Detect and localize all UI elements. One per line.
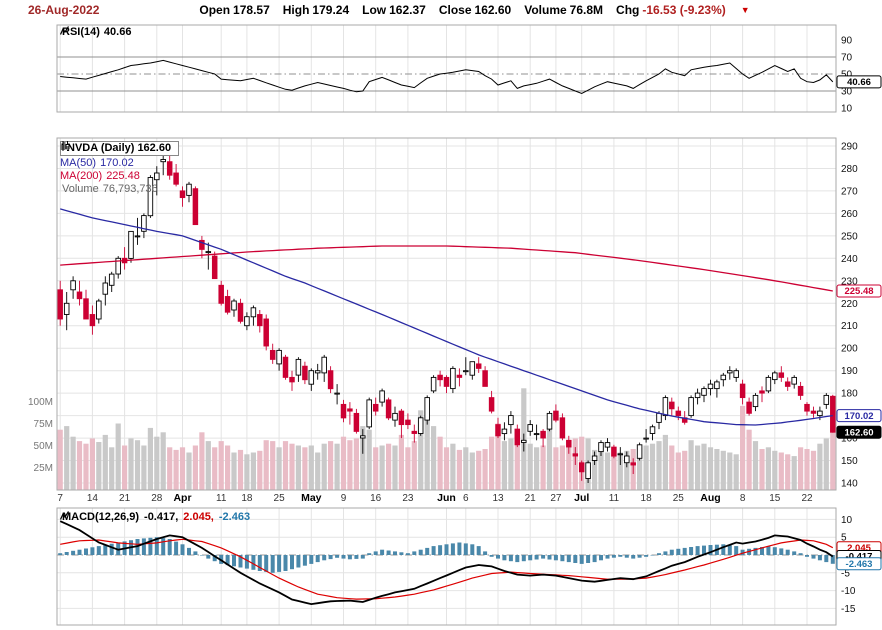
svg-text:-0.417: -0.417 [846,552,873,563]
svg-text:200: 200 [841,344,858,355]
svg-text:21: 21 [119,493,131,504]
svg-text:25M: 25M [34,463,53,474]
volume-legend: Volume 76,793,736 [60,142,179,196]
quote-change: Chg -16.53 (-9.23%) [616,3,726,17]
svg-text:190: 190 [841,366,858,377]
svg-text:27: 27 [550,493,562,504]
svg-text:270: 270 [841,186,858,197]
symbol-name: NVDA (Daily) [67,142,135,154]
svg-text:162.60: 162.60 [844,427,873,438]
svg-text:-15: -15 [841,604,856,615]
svg-text:75M: 75M [34,419,53,430]
svg-text:25: 25 [673,493,685,504]
svg-text:22: 22 [801,493,813,504]
svg-text:10: 10 [841,104,853,115]
svg-text:13: 13 [492,493,504,504]
svg-text:18: 18 [641,493,653,504]
symbol-title: NVDA (Daily) 162.60 [60,141,180,156]
svg-text:9: 9 [341,493,347,504]
svg-text:11: 11 [609,493,620,504]
value-badges: 40.66 225.48 170.02 162.60 2.045-0.417-2.463 [836,75,882,571]
quote-high: High 179.24 [282,3,350,17]
ma50-legend: MA(50) 170.02 [60,157,134,169]
macd-legend: MACD(12,26,9) -0.417, 2.045, -2.463 [60,511,255,524]
macd-signal-value: 2.045, [183,511,214,523]
svg-text:50: 50 [841,70,853,81]
svg-text:180: 180 [841,389,858,400]
svg-text:6: 6 [463,493,469,504]
svg-text:260: 260 [841,209,858,220]
rsi-label: RSI(14) [62,26,100,38]
svg-text:Jun: Jun [437,492,456,504]
svg-text:290: 290 [841,142,858,153]
svg-text:40.66: 40.66 [847,77,871,88]
svg-text:240: 240 [841,254,858,265]
quote-open: Open 178.57 [199,3,270,17]
svg-text:2.045: 2.045 [847,543,871,554]
svg-text:100M: 100M [28,397,53,408]
svg-text:150: 150 [841,456,858,467]
svg-text:10: 10 [841,515,853,526]
svg-text:70: 70 [841,53,853,64]
svg-text:8: 8 [740,493,746,504]
svg-text:-10: -10 [841,586,856,597]
main-legend: NVDA (Daily) 162.60 MA(50) 170.02 MA(200) 2… [60,141,180,196]
rsi-panel: 90 70 50 30 10 [56,24,853,115]
svg-text:21: 21 [525,493,537,504]
macd-value: -0.417, [144,511,179,523]
svg-text:-5: -5 [841,568,850,579]
candlesticks [57,148,836,483]
ma-lines [60,208,833,426]
svg-text:-2.463: -2.463 [846,559,873,570]
quote-volume: Volume 76.8M [524,3,604,17]
rsi-legend: RSI(14) 40.66 [60,26,135,39]
macd-axis: 1050-5-10-15 [56,507,856,626]
svg-text:220: 220 [841,299,858,310]
svg-text:160: 160 [841,434,858,445]
macd-hist-value: -2.463 [218,511,251,523]
svg-text:23: 23 [402,493,414,504]
svg-text:170.02: 170.02 [844,411,873,422]
svg-text:May: May [301,492,322,504]
svg-text:28: 28 [151,493,163,504]
svg-text:210: 210 [841,321,858,332]
svg-text:25: 25 [274,493,286,504]
svg-text:230: 230 [841,276,858,287]
svg-text:Apr: Apr [173,492,191,504]
svg-text:30: 30 [841,87,853,98]
svg-text:Jul: Jul [574,492,589,504]
svg-text:250: 250 [841,231,858,242]
svg-text:Aug: Aug [700,492,720,504]
x-axis-labels: 7 14 21 28 Apr 11 18 25 May 9 16 23 Jun 6 13 21 27 Jul 11 1… [57,492,813,504]
macd-panel [57,518,836,609]
svg-text:16: 16 [370,493,382,504]
svg-text:90: 90 [841,36,853,47]
chart-date: 26-Aug-2022 [28,3,100,17]
macd-lines [59,520,834,606]
dropdown-arrow-icon[interactable]: ▼ [740,5,750,15]
quote-low: Low 162.37 [362,3,426,17]
ma200-legend: MA(200) 225.48 [60,170,140,182]
svg-text:18: 18 [241,493,253,504]
svg-text:15: 15 [769,493,781,504]
rsi-value: 40.66 [103,26,132,38]
svg-text:225.48: 225.48 [844,286,873,297]
svg-text:50M: 50M [34,441,53,452]
quote-header: 26-Aug-2022 Open 178.57 High 179.24 Low 162.37… [28,3,874,17]
macd-label: MACD(12,26,9) [62,511,140,523]
svg-text:14: 14 [87,493,99,504]
quote-close: Close 162.60 [438,3,512,17]
svg-text:140: 140 [841,479,858,490]
svg-text:7: 7 [57,493,63,504]
svg-text:11: 11 [216,493,227,504]
price-axis: 1401501601701801902002102202302402502602… [28,137,858,491]
svg-text:280: 280 [841,164,858,175]
symbol-last: 162.60 [137,142,172,154]
svg-text:5: 5 [841,533,847,544]
